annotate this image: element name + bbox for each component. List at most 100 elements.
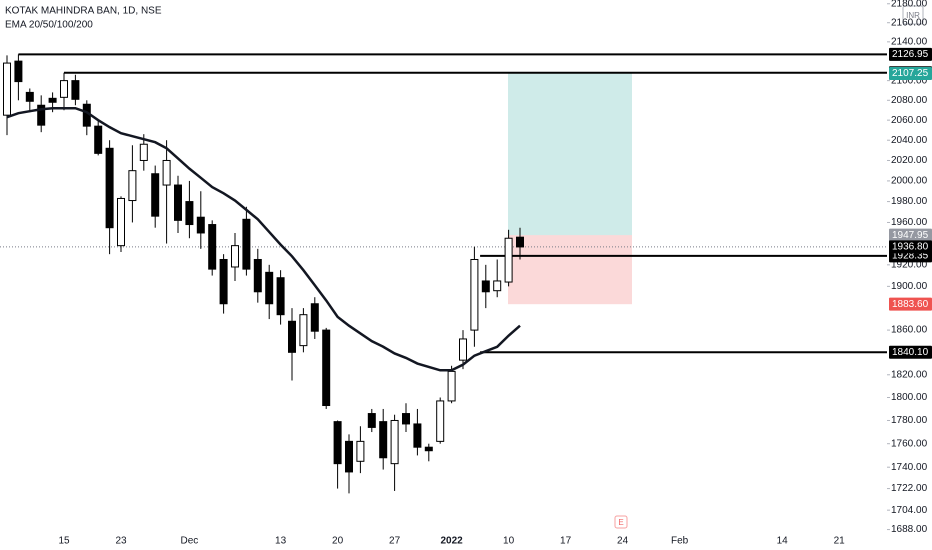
y-tick-label: 1860.00 xyxy=(891,325,928,336)
level-box xyxy=(889,47,932,61)
y-tick-label: 1960.00 xyxy=(891,217,928,228)
y-tick-label: 1900.00 xyxy=(891,281,928,292)
candle-body xyxy=(208,224,217,270)
event-marker[interactable] xyxy=(614,515,628,529)
candle-body xyxy=(516,236,524,248)
y-tick-label: 2100.00 xyxy=(891,75,928,86)
candle-body xyxy=(459,338,467,361)
x-tick-label: 13 xyxy=(275,536,287,547)
level-label: 1840.10 xyxy=(892,347,929,358)
candle-body xyxy=(3,62,11,116)
y-tick-label: 1980.00 xyxy=(891,196,928,207)
candle-body xyxy=(231,245,239,268)
y-tick-label: 1740.00 xyxy=(891,462,928,473)
loss-zone xyxy=(508,235,632,305)
y-tick-label: 1722.00 xyxy=(891,483,928,494)
plot-area xyxy=(0,53,887,494)
profit-zone xyxy=(508,73,632,236)
y-tick-label: 2040.00 xyxy=(891,135,928,146)
y-tick-label: 1920.00 xyxy=(891,259,928,270)
y-tick-label: 1800.00 xyxy=(891,392,928,403)
event-label: E xyxy=(618,518,623,527)
x-tick-label: 23 xyxy=(115,536,127,547)
level-label: 2126.95 xyxy=(892,49,929,60)
candle-body xyxy=(105,147,114,229)
candle-body xyxy=(117,197,125,247)
candle-body xyxy=(219,258,228,305)
candle-body xyxy=(94,125,103,154)
candle-body xyxy=(71,80,80,100)
candle-body xyxy=(288,320,296,353)
candle-body xyxy=(60,80,68,98)
y-tick-label: 2140.00 xyxy=(891,36,928,47)
candle-body xyxy=(48,97,57,103)
y-tick-label: 1820.00 xyxy=(891,369,928,380)
stop-box xyxy=(889,297,932,311)
y-tick-label: 2160.00 xyxy=(891,17,928,28)
y-tick-label: 1704.00 xyxy=(891,505,928,516)
candle-body xyxy=(174,184,182,221)
entry-box xyxy=(889,228,932,242)
candle-body xyxy=(345,440,353,473)
currency-label: INR xyxy=(906,11,920,20)
last-price-label: 1936.80 xyxy=(892,242,929,253)
x-tick-label: 21 xyxy=(834,536,846,547)
candle-body xyxy=(447,370,456,402)
chart-title: KOTAK MAHINDRA BAN, 1D, NSE xyxy=(5,6,162,17)
y-tick-label: 2180.00 xyxy=(891,0,928,9)
candle-body xyxy=(493,280,502,292)
x-tick-label: 10 xyxy=(503,536,515,547)
candle-body xyxy=(322,329,331,407)
x-tick-label: 24 xyxy=(617,536,629,547)
candle-body xyxy=(128,170,137,202)
level-box xyxy=(889,345,932,359)
candle-body xyxy=(196,216,205,234)
candle-body xyxy=(151,173,160,217)
y-tick-label: 1780.00 xyxy=(891,415,928,426)
candle-body xyxy=(424,446,433,452)
x-tick-label: 20 xyxy=(332,536,344,547)
candle-body xyxy=(402,413,410,425)
candle-body xyxy=(25,91,34,102)
y-tick-label: 2080.00 xyxy=(891,95,928,106)
y-tick-label: 1760.00 xyxy=(891,438,928,449)
candle-body xyxy=(481,280,490,293)
candle-body xyxy=(367,413,376,428)
entry-label: 1947.95 xyxy=(892,230,929,241)
y-tick-label: 2060.00 xyxy=(891,115,928,126)
candle-body xyxy=(299,314,308,347)
x-tick-label: 15 xyxy=(58,536,70,547)
y-tick-label: 2000.00 xyxy=(891,176,928,187)
last-price-box xyxy=(889,240,932,254)
candle-body xyxy=(356,440,365,462)
x-tick-label: 14 xyxy=(777,536,789,547)
y-tick-label: 1688.00 xyxy=(891,524,928,535)
candle-body xyxy=(162,159,171,186)
ema-line xyxy=(6,106,521,372)
candle-body xyxy=(276,277,285,316)
indicator-label: EMA 20/50/100/200 xyxy=(5,20,93,31)
x-tick-label: 27 xyxy=(389,536,401,547)
x-tick-label: 17 xyxy=(560,536,572,547)
target-label: 2107.25 xyxy=(892,68,929,79)
candle-body xyxy=(379,421,388,459)
candle-body xyxy=(185,201,194,226)
candle-body xyxy=(253,258,262,293)
candle-body xyxy=(470,258,479,331)
candle-body xyxy=(413,423,422,448)
candle-body xyxy=(390,419,399,465)
x-tick-label: Dec xyxy=(181,536,199,547)
y-tick-label: 2020.00 xyxy=(891,155,928,166)
x-tick-label: Feb xyxy=(671,536,689,547)
candle-body xyxy=(333,421,342,465)
candle-body xyxy=(504,237,513,283)
candle-body xyxy=(242,218,251,270)
candle-body xyxy=(265,271,274,305)
candle-body xyxy=(37,104,46,126)
target-box xyxy=(889,67,932,81)
level-label: 1928.35 xyxy=(892,251,929,262)
stop-label: 1883.60 xyxy=(892,299,929,310)
currency-box[interactable] xyxy=(902,5,924,25)
